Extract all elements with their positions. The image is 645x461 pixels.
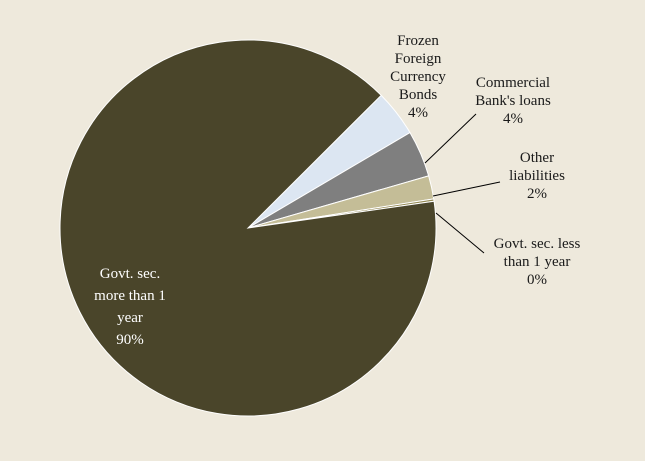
leader-line-2 — [432, 181, 501, 197]
slice-label-2: Other liabilities 2% — [509, 150, 565, 202]
slice-label-4: Govt. sec. more than 1 year 90% — [94, 266, 166, 348]
slice-label-3: Govt. sec. less than 1 year 0% — [494, 236, 581, 288]
leader-line-1 — [424, 113, 477, 164]
slice-label-0: Frozen Foreign Currency Bonds 4% — [390, 33, 446, 121]
slice-label-1: Commercial Bank's loans 4% — [475, 75, 551, 127]
leader-line-3 — [435, 212, 485, 254]
pie-slice-4 — [59, 39, 437, 417]
